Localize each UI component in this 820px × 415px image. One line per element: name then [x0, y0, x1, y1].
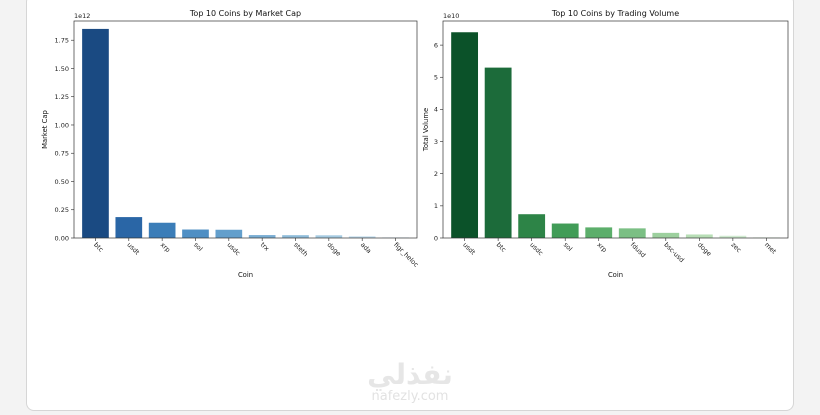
watermark-logo: نفذلي — [367, 358, 453, 391]
x-tick-label: usdt — [461, 241, 477, 257]
x-tick-label: ada — [359, 241, 373, 255]
bar-xrp — [585, 227, 613, 238]
watermark-url: nafezly.com — [371, 389, 449, 404]
bar-zec — [719, 235, 747, 238]
bar-sol — [182, 229, 209, 238]
y-tick-label: 0.25 — [55, 206, 69, 214]
y-tick-label: 0 — [434, 234, 438, 242]
chart-2: Top 10 Coins by Trading Volume 1e10 usdt bt… — [422, 9, 789, 279]
x-tick-label: fdusd — [629, 241, 647, 259]
bar-bsc-usd — [652, 232, 680, 238]
watermark: نفذلي nafezly.com — [0, 360, 820, 404]
x-axis-label: Coin — [238, 271, 253, 279]
bar-sol — [551, 223, 579, 238]
bar-btc — [484, 67, 512, 239]
y-tick-label: 0.75 — [55, 150, 69, 158]
bar-doge — [315, 235, 343, 238]
chart-title: Top 10 Coins by Trading Volume — [551, 9, 679, 18]
x-tick-label: xrp — [595, 241, 608, 254]
bar-xrp — [148, 222, 176, 238]
x-tick-label: doge — [325, 241, 342, 258]
bar-steth — [282, 235, 309, 238]
x-tick-label: figr_heloc — [392, 241, 420, 269]
y-tick-label: 4 — [434, 106, 438, 114]
x-tick-label: usdt — [125, 241, 141, 257]
x-tick-label: sol — [192, 241, 204, 253]
x-tick-label: bsc-usd — [662, 241, 685, 264]
x-tick-label: btc — [92, 241, 105, 254]
bar-usdc — [518, 214, 546, 238]
bar-usdc — [215, 229, 243, 238]
bar-trx — [248, 235, 276, 238]
x-tick-label: met — [763, 241, 778, 256]
x-tick-label: trx — [259, 241, 271, 253]
bar-doge — [685, 234, 713, 238]
x-tick-label: usdc — [528, 241, 545, 258]
x-tick-label: steth — [292, 241, 309, 258]
content-card — [26, 0, 794, 411]
bar-ada — [348, 236, 376, 238]
bar-btc — [82, 28, 109, 239]
x-axis-label: Coin — [608, 271, 623, 279]
chart-1: Top 10 Coins by Market Cap 1e12 btc usdt xrp… — [41, 9, 420, 279]
y-tick-label: 0.50 — [55, 178, 69, 186]
y-tick-label: 2 — [434, 170, 438, 178]
y-tick-label: 1.50 — [55, 65, 69, 73]
bar-fdusd — [618, 228, 646, 238]
bar-usdt — [451, 32, 479, 239]
axis-offset-label: 1e12 — [74, 12, 90, 20]
y-axis-label: Total Volume — [422, 108, 430, 152]
chart-title: Top 10 Coins by Market Cap — [189, 9, 301, 18]
y-tick-label: 1 — [434, 202, 438, 210]
y-tick-label: 1.25 — [55, 93, 69, 101]
x-tick-label: zec — [729, 241, 743, 255]
y-tick-label: 3 — [434, 138, 438, 146]
x-tick-label: doge — [696, 241, 713, 258]
x-tick-label: xrp — [159, 241, 172, 254]
y-tick-label: 1.75 — [55, 37, 69, 45]
plot-frame — [73, 20, 418, 239]
y-tick-label: 5 — [434, 74, 438, 82]
x-tick-label: sol — [562, 241, 574, 253]
y-tick-label: 0.00 — [55, 234, 69, 242]
plot-frame — [442, 20, 789, 239]
y-tick-label: 6 — [434, 41, 438, 49]
x-tick-label: usdc — [225, 241, 242, 258]
x-tick-label: btc — [495, 241, 508, 254]
y-axis-label: Market Cap — [41, 110, 49, 149]
y-tick-label: 1.00 — [55, 121, 69, 129]
axis-offset-label: 1e10 — [443, 12, 459, 20]
bar-usdt — [115, 217, 143, 238]
